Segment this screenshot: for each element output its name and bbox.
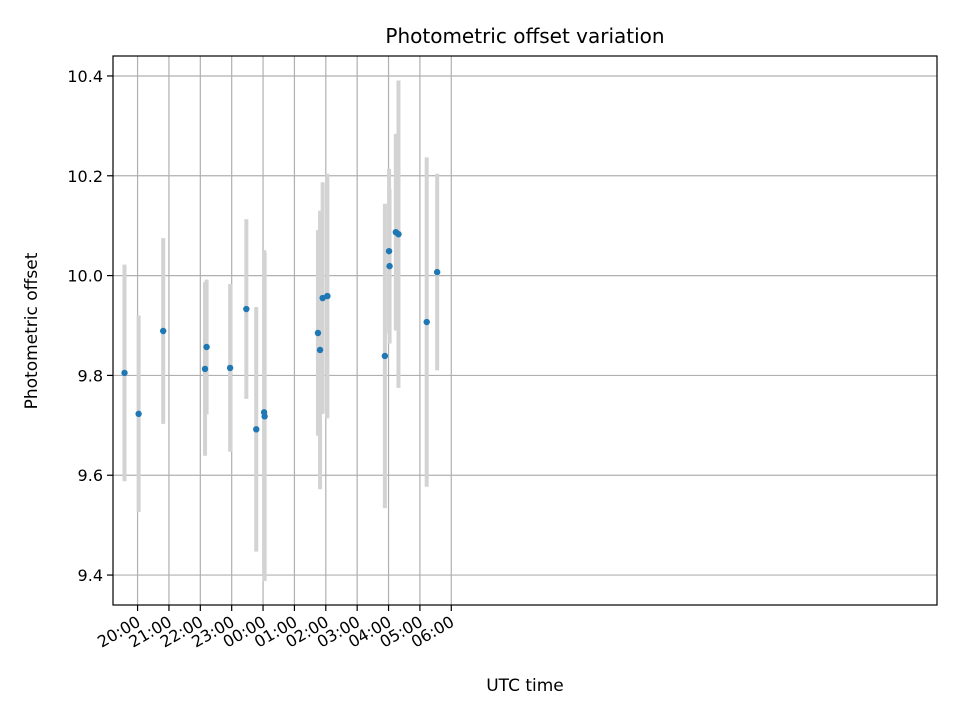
- data-point: [203, 343, 210, 351]
- data-point: [324, 292, 331, 300]
- y-tick-label: 9.6: [78, 466, 103, 485]
- y-axis-label: Photometric offset: [22, 252, 42, 409]
- chart-title: Photometric offset variation: [385, 24, 664, 48]
- data-point: [121, 369, 128, 377]
- data-points: [121, 228, 441, 433]
- y-tick-label: 9.8: [78, 366, 103, 385]
- data-point: [135, 410, 142, 418]
- data-point: [253, 426, 260, 433]
- y-tick-label: 10.4: [67, 67, 103, 86]
- y-tick-label: 9.4: [78, 566, 103, 585]
- y-tick-label: 10.2: [67, 167, 103, 186]
- data-point: [433, 268, 441, 276]
- data-point: [261, 413, 268, 420]
- data-point: [395, 230, 402, 238]
- data-point: [159, 327, 167, 335]
- data-point: [386, 262, 393, 270]
- data-point: [385, 247, 393, 255]
- data-point: [314, 329, 322, 337]
- data-point: [201, 365, 209, 373]
- y-tick-label: 10.0: [67, 267, 103, 286]
- gridlines: [113, 56, 937, 605]
- data-point: [381, 352, 389, 360]
- data-point: [423, 318, 430, 326]
- plot-area-frame: [112, 55, 938, 606]
- data-point: [243, 305, 250, 313]
- data-point: [226, 364, 234, 372]
- x-axis-label: UTC time: [486, 676, 564, 696]
- y-axis-ticks: 9.4 9.6 9.8 10.0 10.2 10.4: [67, 67, 113, 585]
- data-point: [316, 346, 324, 354]
